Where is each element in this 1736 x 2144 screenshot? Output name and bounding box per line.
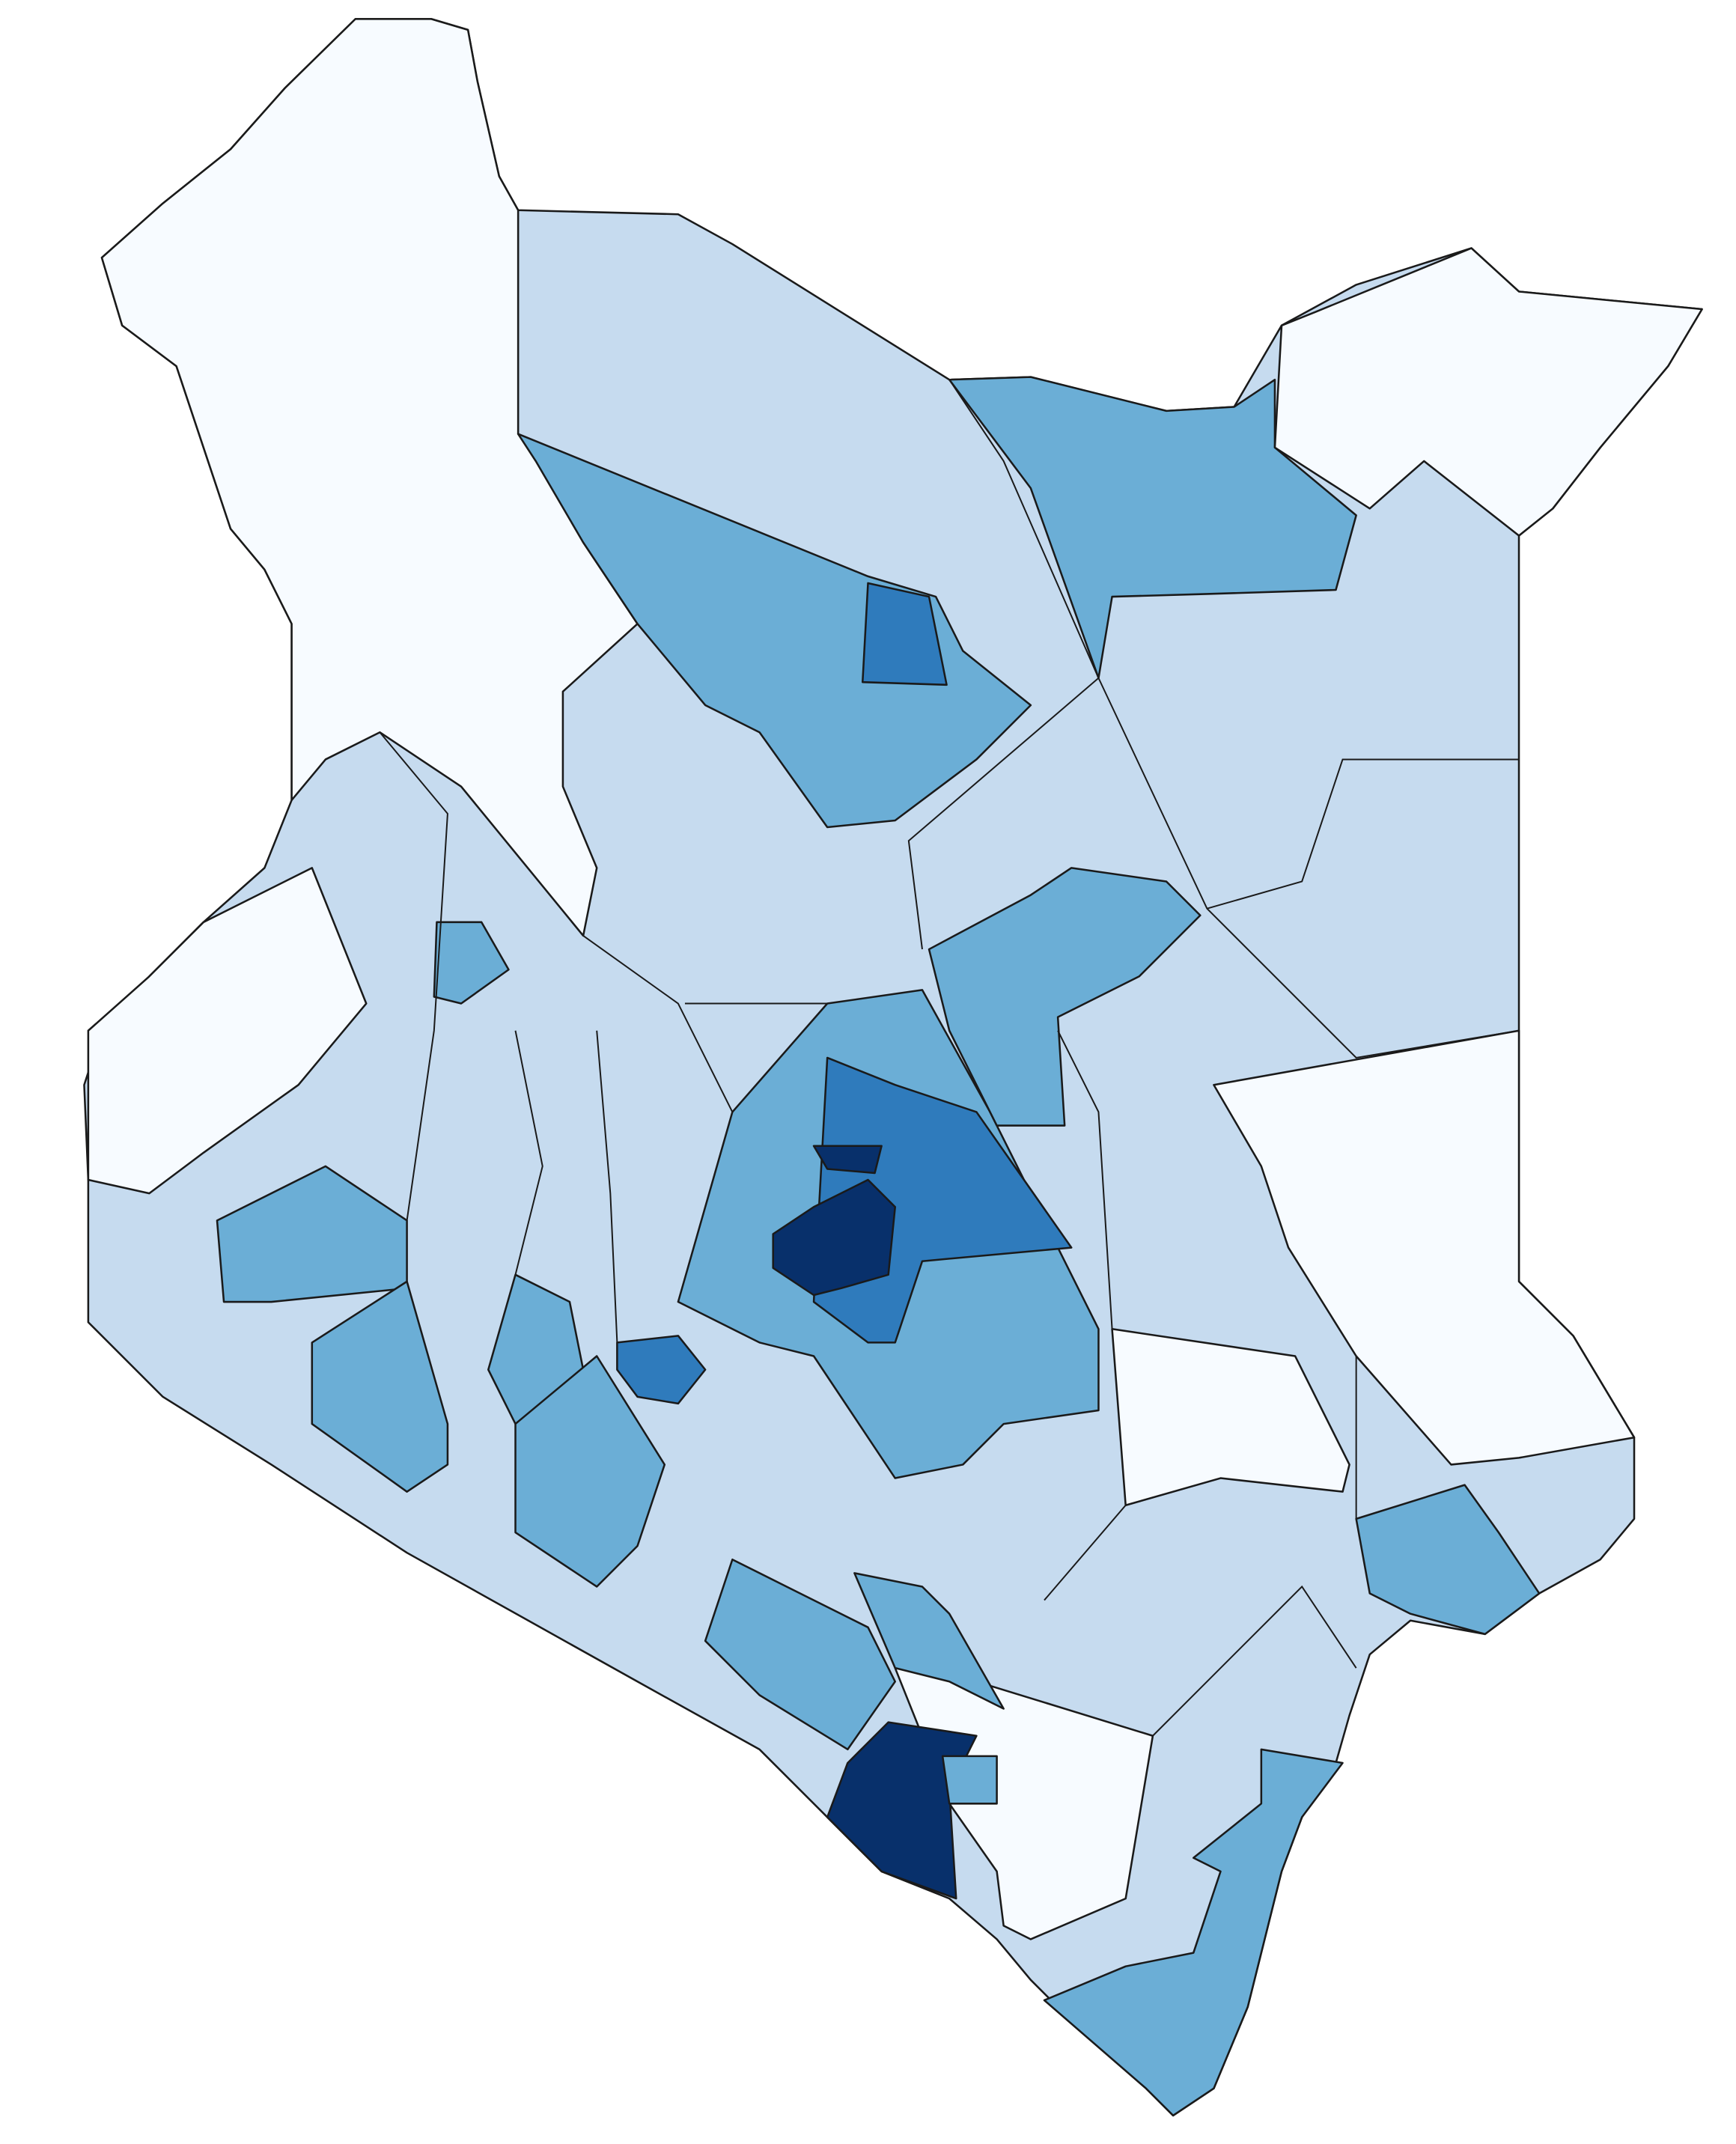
region	[826, 1721, 978, 1900]
region	[100, 18, 639, 937]
region	[1355, 1484, 1541, 1636]
region	[853, 1572, 1005, 1710]
boundary	[596, 1030, 618, 1343]
boundary	[379, 731, 448, 1221]
region	[812, 1145, 883, 1175]
regions	[83, 18, 1703, 2117]
boundary	[1097, 677, 1520, 1059]
region	[1273, 247, 1703, 537]
region	[433, 921, 510, 1005]
boundary	[582, 935, 734, 1112]
region	[311, 1280, 449, 1493]
region	[1213, 1029, 1636, 1466]
boundary	[514, 1030, 543, 1276]
boundary	[1044, 1477, 1221, 1601]
region	[616, 1335, 707, 1405]
region	[517, 433, 1032, 829]
region	[928, 867, 1202, 1127]
boundaries	[379, 210, 1520, 1737]
region	[861, 582, 948, 686]
region	[1043, 1748, 1344, 2117]
boundary	[1152, 1585, 1357, 1737]
region	[941, 1755, 998, 1805]
region	[772, 1178, 896, 1297]
region	[87, 867, 368, 1195]
region	[514, 1355, 666, 1588]
boundary	[1207, 758, 1520, 910]
region	[704, 1558, 896, 1751]
boundary	[1057, 1030, 1113, 1330]
